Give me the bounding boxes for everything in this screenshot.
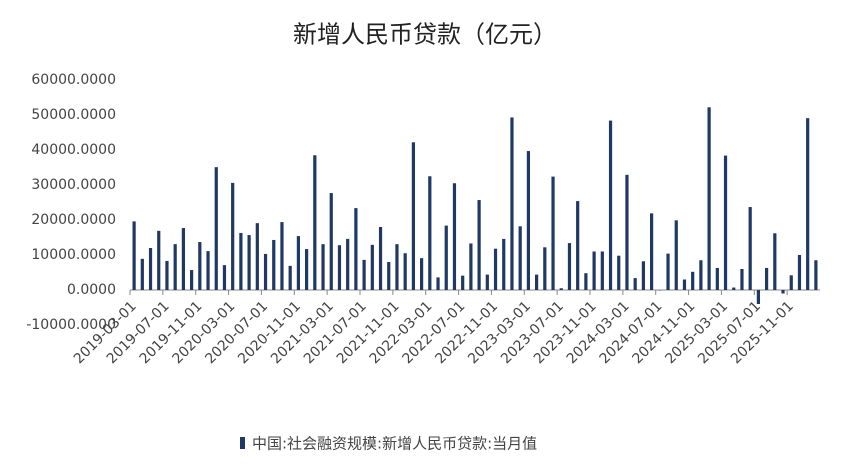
bar (806, 118, 810, 291)
bar (329, 193, 333, 290)
bar (666, 253, 670, 290)
bar (740, 269, 744, 290)
bar (641, 261, 645, 290)
bar (198, 242, 202, 290)
bar (814, 260, 818, 290)
bar (222, 265, 227, 290)
bar (707, 107, 711, 290)
bar (526, 151, 530, 290)
bar (157, 230, 161, 290)
bar (625, 174, 629, 290)
bar (584, 273, 588, 290)
bar (674, 220, 678, 290)
bar (305, 249, 309, 290)
bar (272, 239, 276, 290)
bar (362, 259, 366, 290)
bar (567, 243, 572, 290)
bar (370, 244, 374, 290)
bar (173, 244, 177, 290)
bar (650, 213, 654, 290)
y-tick-label: 10000.0000 (31, 247, 116, 263)
bar (403, 253, 407, 290)
bar (502, 238, 506, 290)
bar (732, 287, 736, 290)
bar (756, 290, 760, 304)
bar (723, 155, 728, 290)
bar (247, 235, 251, 290)
chart-title: 新增人民币贷款（亿元） (293, 21, 557, 49)
bar (428, 176, 432, 290)
bar (699, 260, 703, 290)
bar (354, 208, 358, 290)
bar (206, 251, 210, 290)
bar (518, 226, 522, 290)
bar (444, 225, 448, 290)
bar (608, 120, 613, 290)
y-tick-label: 30000.0000 (31, 177, 116, 193)
bar (436, 277, 440, 290)
bar (190, 270, 194, 290)
bar (789, 275, 793, 290)
bar (682, 279, 687, 290)
bar (469, 243, 473, 290)
bar (181, 228, 185, 290)
bar (559, 288, 563, 290)
bar (321, 244, 325, 290)
legend-label: 中国:社会融资规模:新增人民币贷款:当月值 (252, 435, 537, 453)
bar (797, 255, 802, 290)
bar (600, 251, 604, 290)
bar (592, 251, 596, 290)
bar (346, 238, 350, 290)
bar (633, 278, 637, 290)
bar (387, 262, 391, 290)
bar (715, 267, 719, 290)
legend-swatch (240, 437, 245, 449)
bar (280, 222, 284, 290)
bar (461, 275, 465, 290)
bar (132, 221, 136, 290)
y-tick-label: 60000.0000 (31, 72, 116, 88)
bar (337, 245, 342, 290)
bar (378, 227, 383, 290)
bar (296, 236, 300, 290)
bar (535, 274, 539, 290)
bar (617, 255, 621, 290)
bar (165, 260, 169, 290)
bar (781, 290, 785, 294)
y-tick-label: 0.0000 (67, 282, 116, 298)
y-tick-label: 50000.0000 (31, 107, 116, 123)
y-tick-label: 20000.0000 (31, 212, 116, 228)
bar (477, 200, 481, 290)
bar (773, 233, 777, 290)
bar (452, 183, 457, 290)
bar (493, 248, 498, 290)
bar (255, 223, 259, 290)
y-tick-label: 40000.0000 (31, 142, 116, 158)
bar (411, 142, 415, 290)
bar (313, 155, 317, 290)
bar (231, 182, 235, 290)
bar (148, 248, 153, 290)
bar (510, 117, 514, 290)
bar (420, 258, 424, 290)
bar (485, 274, 489, 290)
bar (576, 201, 580, 290)
bar (395, 244, 399, 290)
bar (543, 247, 547, 290)
bar (214, 167, 218, 290)
bar (551, 176, 555, 290)
bar (263, 253, 268, 290)
bar (748, 207, 752, 290)
bar (239, 232, 243, 290)
bar (140, 258, 144, 290)
bar (288, 265, 292, 290)
y-tick-label: -10000.0000 (26, 317, 116, 333)
bar (691, 271, 695, 290)
bar (765, 267, 769, 290)
